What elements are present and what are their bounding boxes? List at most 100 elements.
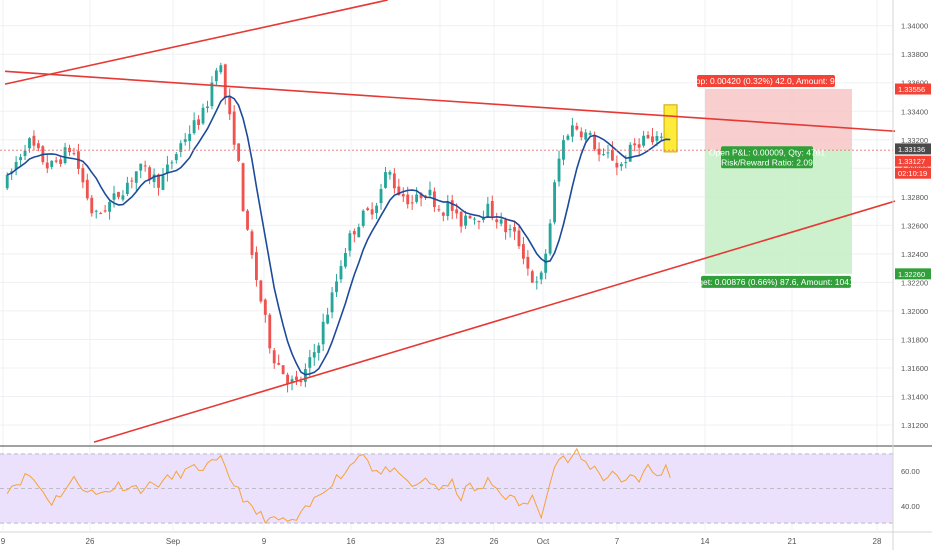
- candle-body-35[interactable]: [161, 175, 165, 190]
- candle-body-5[interactable]: [28, 138, 31, 149]
- candle-body-147[interactable]: [659, 136, 663, 138]
- candle-body-70[interactable]: [317, 345, 321, 353]
- candle-body-105[interactable]: [473, 218, 476, 220]
- candle-body-93[interactable]: [419, 193, 423, 199]
- candle-body-139[interactable]: [624, 162, 628, 164]
- candle-body-21[interactable]: [99, 213, 103, 215]
- candle-body-142[interactable]: [637, 144, 641, 148]
- candle-body-33[interactable]: [152, 174, 156, 182]
- candle-body-82[interactable]: [370, 209, 374, 215]
- trendline-ascending-support[interactable]: [93, 200, 896, 443]
- candle-body-36[interactable]: [166, 164, 169, 174]
- candle-body-109[interactable]: [490, 201, 494, 217]
- candle-body-71[interactable]: [321, 321, 325, 345]
- candle-body-19[interactable]: [90, 197, 94, 214]
- candle-body-115[interactable]: [517, 230, 521, 247]
- candle-body-30[interactable]: [139, 163, 143, 171]
- candle-body-43[interactable]: [197, 119, 200, 126]
- candle-body-90[interactable]: [406, 194, 410, 205]
- candle-body-138[interactable]: [619, 164, 623, 167]
- candle-body-84[interactable]: [379, 189, 383, 204]
- candle-body-64[interactable]: [290, 379, 294, 383]
- candle-body-121[interactable]: [544, 253, 548, 273]
- candle-body-52[interactable]: [237, 143, 241, 161]
- candle-body-18[interactable]: [85, 179, 89, 199]
- candle-body-51[interactable]: [232, 111, 236, 145]
- candle-body-41[interactable]: [188, 133, 192, 141]
- candle-body-103[interactable]: [464, 215, 467, 226]
- candle-body-12[interactable]: [59, 159, 63, 164]
- candle-body-118[interactable]: [530, 271, 534, 283]
- candle-body-95[interactable]: [428, 189, 432, 196]
- candle-body-29[interactable]: [134, 171, 138, 183]
- candle-body-40[interactable]: [183, 139, 187, 142]
- candle-body-60[interactable]: [272, 350, 276, 364]
- candle-body-100[interactable]: [450, 200, 454, 211]
- candle-body-27[interactable]: [125, 182, 129, 195]
- candle-body-85[interactable]: [384, 172, 387, 188]
- candle-body-99[interactable]: [446, 201, 450, 216]
- candle-body-56[interactable]: [255, 252, 258, 280]
- candle-body-59[interactable]: [268, 314, 272, 349]
- candle-body-97[interactable]: [437, 209, 441, 211]
- position-tool[interactable]: Stop: 0.00420 (0.32%) 42.0, Amount: 980 T…: [0, 75, 893, 288]
- candle-body-141[interactable]: [633, 143, 637, 146]
- candle-body-110[interactable]: [495, 219, 499, 223]
- candle-body-117[interactable]: [526, 256, 530, 269]
- candle-body-102[interactable]: [459, 211, 463, 227]
- candle-body-26[interactable]: [121, 195, 125, 200]
- candle-body-53[interactable]: [241, 163, 245, 212]
- candle-body-135[interactable]: [606, 152, 610, 154]
- candle-body-75[interactable]: [339, 266, 343, 280]
- candle-body-25[interactable]: [117, 191, 120, 198]
- candle-body-116[interactable]: [522, 244, 525, 259]
- candle-body-76[interactable]: [344, 252, 347, 267]
- last-candle[interactable]: [663, 104, 678, 153]
- candle-body-140[interactable]: [628, 144, 632, 162]
- candle-body-3[interactable]: [19, 157, 22, 161]
- candle-body-77[interactable]: [348, 233, 352, 251]
- candle-body-119[interactable]: [535, 281, 539, 283]
- candle-body-45[interactable]: [206, 106, 209, 109]
- candle-body-112[interactable]: [504, 219, 508, 233]
- candle-body-37[interactable]: [170, 162, 174, 164]
- candle-body-48[interactable]: [219, 65, 223, 73]
- candle-body-2[interactable]: [14, 161, 18, 170]
- candle-body-50[interactable]: [228, 96, 232, 115]
- candle-body-133[interactable]: [597, 148, 601, 155]
- candle-body-136[interactable]: [611, 149, 614, 161]
- candle-body-22[interactable]: [103, 210, 107, 212]
- candle-body-54[interactable]: [246, 210, 249, 230]
- candle-body-108[interactable]: [486, 203, 490, 218]
- candle-body-42[interactable]: [192, 120, 196, 134]
- candle-body-74[interactable]: [335, 281, 338, 293]
- trendline-descending-resistance[interactable]: [4, 70, 896, 133]
- target-label[interactable]: Target: 0.00876 (0.66%) 87.6, Amount: 10…: [686, 275, 866, 288]
- candle-body-17[interactable]: [81, 168, 85, 183]
- candle-body-11[interactable]: [54, 160, 58, 162]
- candle-body-44[interactable]: [201, 107, 205, 124]
- candle-body-69[interactable]: [312, 352, 316, 358]
- candle-body-78[interactable]: [352, 231, 356, 235]
- candle-body-66[interactable]: [299, 380, 303, 383]
- candle-body-128[interactable]: [575, 126, 579, 130]
- candle-body-49[interactable]: [223, 64, 227, 98]
- trendlines[interactable]: [4, 0, 896, 443]
- candle-body-123[interactable]: [553, 182, 556, 223]
- candle-body-61[interactable]: [277, 362, 281, 365]
- stop-label[interactable]: Stop: 0.00420 (0.32%) 42.0, Amount: 980: [688, 75, 845, 87]
- candle-body-91[interactable]: [410, 202, 414, 204]
- candle-body-63[interactable]: [286, 374, 289, 385]
- candle-body-7[interactable]: [36, 143, 40, 149]
- pnl-label[interactable]: Open P&L: 0.00009, Qty: 4761Risk/Reward …: [709, 146, 826, 169]
- candle-body-9[interactable]: [45, 162, 49, 169]
- candle-body-15[interactable]: [72, 153, 76, 155]
- candle-body-28[interactable]: [130, 180, 134, 182]
- candle-body-79[interactable]: [357, 227, 361, 238]
- candle-body-34[interactable]: [157, 174, 160, 188]
- candle-body-46[interactable]: [210, 82, 214, 107]
- candle-body-31[interactable]: [143, 165, 147, 167]
- candle-body-65[interactable]: [295, 376, 298, 381]
- candle-body-122[interactable]: [548, 223, 552, 254]
- candle-body-126[interactable]: [566, 135, 570, 140]
